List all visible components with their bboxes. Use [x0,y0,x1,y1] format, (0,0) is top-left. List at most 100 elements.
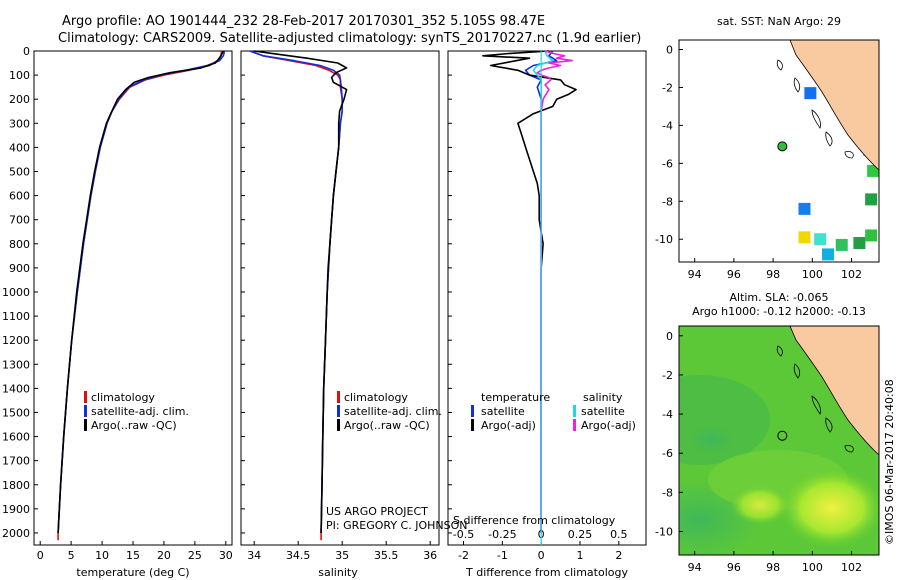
island-outline [825,417,833,433]
sst-patch [822,248,835,261]
depth-tick-label: 1200 [2,334,30,347]
map-x-tick-label: 94 [688,561,702,574]
map-x-tick-label: 100 [802,561,823,574]
series-line-climatology [57,50,223,541]
depth-tick-label: 1400 [2,382,30,395]
x-tick-label-salinity: 0.25 [568,528,593,541]
x-tick-label: 34.5 [286,549,311,562]
depth-tick-label: 400 [9,141,30,154]
series-line-satellite-adj-clim- [249,50,344,534]
depth-tick-label: 1100 [2,310,30,323]
legend-swatch-temp-argo [471,419,474,431]
difference-xlabel-top: S difference from climatology [453,514,616,527]
difference-xlabel: T difference from climatology [465,566,628,579]
depth-tick-label: 1600 [2,431,30,444]
timestamp-credit: ©IMOS 06-Mar-2017 20:40:08 [883,379,896,545]
depth-tick-label: 1000 [2,286,30,299]
map-x-tick-label: 96 [727,268,741,281]
sla-high-patch [730,485,790,525]
sst-patch [798,202,811,215]
temperature-axes-frame [33,50,233,546]
x-tick-label: 36 [423,549,437,562]
salinity-axes-frame [240,50,440,546]
depth-tick-label: 1800 [2,479,30,492]
map-y-tick-label: 0 [666,330,673,343]
map-x-tick-label: 98 [766,561,780,574]
legend-label-argo: Argo(..raw -QC) [344,419,430,432]
map-x-tick-label: 102 [841,268,862,281]
x-tick-label: 20 [157,549,171,562]
x-tick-label-salinity: -0.25 [488,528,516,541]
series-line-satellite-adj-clim- [57,50,226,534]
sla-map-subtitle: Argo h1000: -0.12 h2000: -0.13 [692,305,866,318]
x-tick-label: 34 [247,549,261,562]
x-tick-label: 35 [335,549,349,562]
x-tick-label: 15 [126,549,140,562]
sumatra-land [789,326,879,456]
map-y-tick-label: -4 [662,119,673,132]
sla-map-ticks: 94 96 98 100 102 0 -2 -4 -6 -8 -10 [655,330,862,574]
map-y-tick-label: -2 [662,81,673,94]
island-outline [811,109,821,129]
sla-low-patch [690,424,734,456]
legend-label-temp-argo: Argo(-adj) [481,419,536,432]
depth-tick-label: 700 [9,214,30,227]
map-x-tick-label: 98 [766,268,780,281]
legend-swatch-satellite [337,405,340,417]
legend-label-satellite: satellite-adj. clim. [344,405,442,418]
temperature-legend: climatology satellite-adj. clim. Argo(..… [84,391,189,432]
salinity-plot: 34 34.5 35 35.5 36 [247,50,437,562]
sst-patch [835,238,848,251]
depth-tick-label: 2000 [2,527,30,540]
x-tick-label: 5 [68,549,75,562]
sst-patch [865,229,878,242]
credit-project: US ARGO PROJECT [326,505,428,518]
sst-patch [865,193,878,206]
credit-pi: PI: GREGORY C. JOHNSON [326,519,467,532]
depth-tick-label: 1300 [2,358,30,371]
legend-swatch-temp-satellite [471,405,474,417]
map-y-tick-label: -2 [662,369,673,382]
figure-title-line2: Climatology: CARS2009. Satellite-adjuste… [58,31,641,46]
sst-patch [804,87,817,100]
series-line-temperature-argo-adj- [482,50,577,533]
legend-label-satellite: satellite-adj. clim. [91,405,189,418]
depth-tick-label: 600 [9,190,30,203]
depth-tick-label: 900 [9,262,30,275]
x-tick-label: 2 [615,549,622,562]
depth-tick-label: 1500 [2,406,30,419]
series-line-argo-raw-qc- [57,50,225,534]
depth-tick-label: 0 [23,45,30,58]
depth-tick-label: 500 [9,165,30,178]
sla-map-area [679,326,879,555]
legend-label-sal-satellite: satellite [581,405,625,418]
island-outline [811,395,821,415]
series-line-salinity-argo-adj- [536,50,574,533]
sst-map-area [679,40,879,262]
island-outline [793,363,801,379]
temperature-plot: 0 5 10 15 20 25 30 [37,50,233,562]
legend-label-temp-satellite: satellite [481,405,525,418]
x-tick-label: 25 [188,549,202,562]
legend-label-sal-argo: Argo(-adj) [581,419,636,432]
island-outline [776,345,783,357]
legend-swatch-satellite [84,405,87,417]
x-tick-label: 0 [37,549,44,562]
legend-label-climatology: climatology [91,391,155,404]
figure-title-line1: Argo profile: AO 1901444_232 28-Feb-2017… [62,14,545,29]
argo-float-marker [777,141,788,152]
island-outline [844,445,854,453]
sst-map-ticks: 94 96 98 100 102 0 -2 -4 -6 -8 -10 [655,43,862,281]
x-tick-label: 35.5 [374,549,399,562]
map-x-tick-label: 102 [841,561,862,574]
map-y-tick-label: -10 [655,233,673,246]
map-y-tick-label: -6 [662,157,673,170]
map-x-tick-label: 100 [802,268,823,281]
legend-swatch-sal-satellite [573,405,576,417]
salinity-xlabel: salinity [318,566,358,579]
depth-tick-label: 1700 [2,455,30,468]
sst-map-title: sat. SST: NaN Argo: 29 [717,15,841,28]
depth-tick-label: 300 [9,117,30,130]
depth-tick-label: 1900 [2,503,30,516]
